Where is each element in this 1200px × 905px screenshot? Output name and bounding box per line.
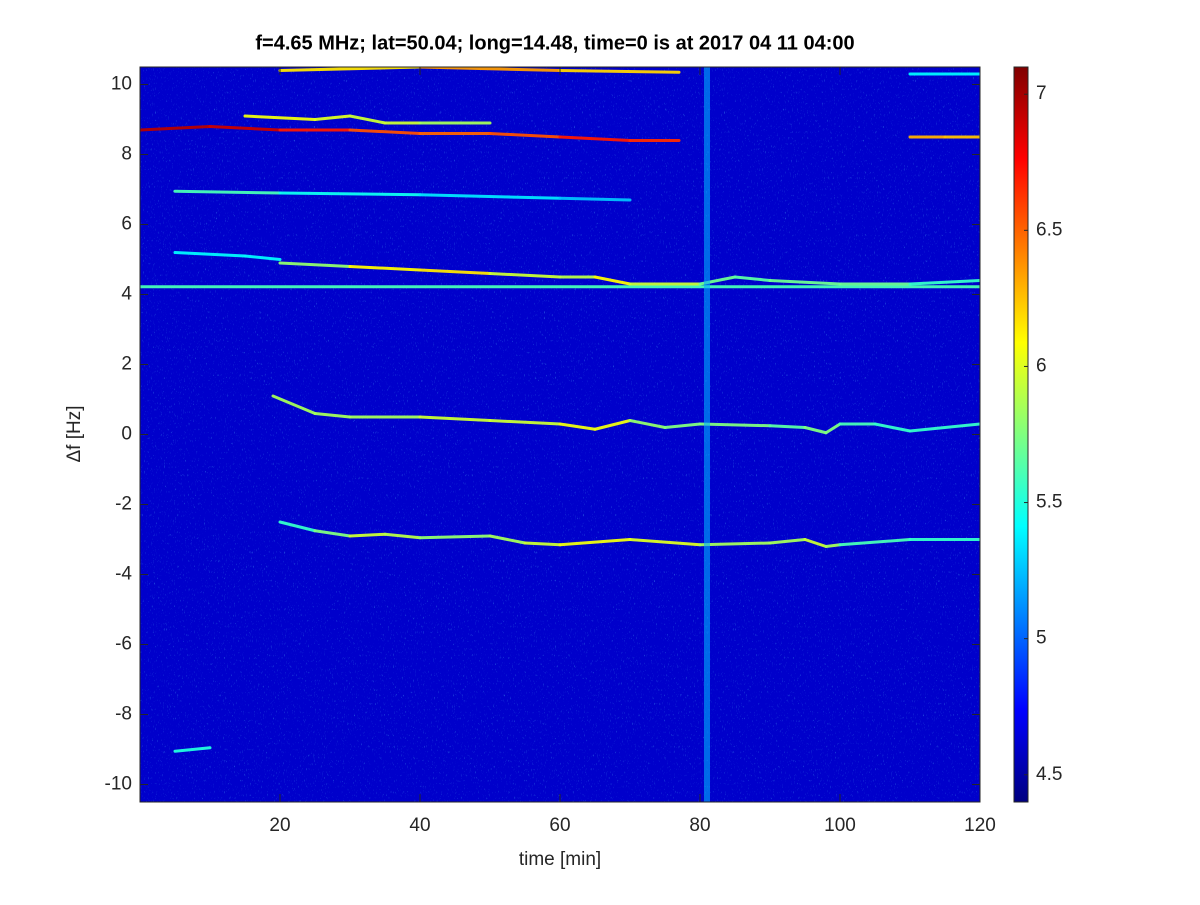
y-tick-label: 8	[121, 144, 132, 165]
trace-segment	[558, 538, 632, 547]
trace-segment	[768, 279, 842, 286]
trace-segment	[313, 529, 352, 538]
trace-segment	[278, 520, 317, 533]
trace-segment	[698, 541, 772, 547]
trace-segment	[243, 114, 317, 121]
trace-segment	[348, 114, 387, 125]
y-tick-label: 10	[111, 74, 132, 95]
noise-texture	[140, 67, 980, 802]
colorbar-tick-label: 7	[1036, 83, 1047, 104]
trace-segment	[803, 538, 828, 548]
x-tick-label: 20	[269, 815, 290, 836]
x-axis-label: time [min]	[519, 849, 601, 870]
trace-segment	[733, 275, 772, 282]
plot-area	[140, 67, 980, 802]
colorbar-tick-label: 5.5	[1036, 492, 1062, 513]
trace-segment	[488, 534, 527, 545]
trace-segment	[243, 254, 282, 261]
trace-segment	[593, 275, 632, 286]
trace-segment	[593, 419, 632, 431]
trace-segment	[838, 538, 912, 547]
y-tick-label: -8	[115, 704, 132, 725]
trace-segment	[663, 422, 702, 429]
x-tick-label: 60	[549, 815, 570, 836]
y-tick-label: -2	[115, 494, 132, 515]
trace-segment	[173, 251, 247, 258]
trace-segment	[803, 426, 828, 435]
trace-segment	[313, 114, 352, 121]
trace-segment	[558, 196, 632, 202]
trace-segment	[523, 541, 562, 547]
trace-segment	[418, 534, 492, 540]
y-tick-label: -6	[115, 634, 132, 655]
trace-segment	[628, 538, 702, 547]
trace-segment	[558, 135, 632, 142]
axes: 20 40 60 80 100 120 -10 -8 -6 -4 -2 0 2 4 6 8 10 4.5 5 5.5 6…	[105, 66, 1062, 836]
trace-segment	[313, 412, 352, 419]
colorbar-tick-label: 4.5	[1036, 764, 1062, 785]
trace-segment	[768, 538, 807, 545]
x-tick-label: 80	[689, 815, 710, 836]
trace-segment	[824, 543, 842, 548]
trace-segment	[824, 422, 842, 435]
y-tick-label: 6	[121, 214, 132, 235]
trace-segment	[873, 422, 912, 433]
trace-segment	[768, 424, 807, 429]
y-tick-label: 4	[121, 284, 132, 305]
y-axis-label: Δf [Hz]	[64, 405, 85, 462]
x-tick-label: 40	[409, 815, 430, 836]
y-tick-label: 0	[121, 424, 132, 445]
trace-segment	[488, 272, 562, 279]
y-tick-label: 2	[121, 354, 132, 375]
trace-segment	[348, 532, 387, 538]
x-tick-label: 100	[824, 815, 856, 836]
x-tick-label: 120	[964, 815, 996, 836]
y-tick-label: -4	[115, 564, 132, 585]
trace-segment	[383, 532, 422, 540]
trace-segment	[140, 125, 212, 132]
trace-segment	[173, 746, 212, 753]
colorbar-tick-label: 6.5	[1036, 219, 1062, 240]
trace-segment	[418, 193, 562, 200]
colorbar-tick-label: 5	[1036, 628, 1047, 649]
trace-segment	[418, 67, 562, 72]
trace-segment	[278, 191, 422, 197]
trace-segment	[208, 125, 282, 132]
trace-segment	[558, 422, 597, 431]
trace-segment	[488, 132, 562, 139]
trace-segment	[418, 415, 492, 422]
trace-segment	[908, 422, 980, 433]
trace-segment	[271, 394, 317, 415]
trace-segment	[348, 265, 422, 272]
colorbar	[1013, 66, 1029, 803]
trace-segment	[558, 69, 681, 74]
trace-segment	[908, 279, 980, 286]
colorbar-tick-label: 6	[1036, 355, 1047, 376]
trace-segment	[173, 189, 282, 195]
y-tick-label: -10	[105, 774, 132, 795]
trace-segment	[488, 419, 562, 426]
trace-segment	[418, 268, 492, 275]
trace-segment	[698, 422, 772, 428]
trace-segment	[348, 128, 422, 135]
trace-segment	[278, 261, 352, 268]
trace-segment	[628, 419, 667, 429]
trace-segment	[278, 67, 422, 72]
chart-title: f=4.65 MHz; lat=50.04; long=14.48, time=…	[255, 32, 854, 54]
